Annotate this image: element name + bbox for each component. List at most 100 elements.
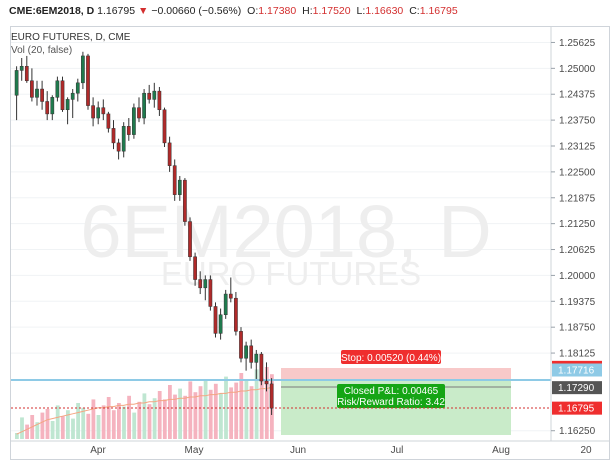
volume-bar <box>142 393 147 439</box>
candle-body <box>55 80 60 98</box>
volume-bar <box>208 389 213 439</box>
volume-bar <box>168 385 172 439</box>
candle-body <box>264 380 269 385</box>
candle-body <box>111 128 116 144</box>
chart-panel[interactable]: 6EM2018, D EURO FUTURES Stop: 0.00520 (0… <box>10 26 610 460</box>
volume-bar <box>66 410 70 439</box>
volume-bar <box>60 416 65 439</box>
symbol-name[interactable]: CME:6EM2018, D <box>9 5 95 17</box>
time-axis-label: Jul <box>391 445 404 456</box>
volume-bar <box>35 422 40 439</box>
high-value: 1.17520 <box>312 5 351 17</box>
candle-body <box>60 80 65 111</box>
candlestick-series[interactable] <box>14 51 274 415</box>
stop-label-box[interactable] <box>341 350 441 364</box>
candle-body <box>101 107 106 115</box>
candle-body <box>96 107 101 119</box>
volume-bar <box>86 413 91 439</box>
candle-body <box>157 90 162 111</box>
open-label: O: <box>247 5 259 17</box>
time-axis-label: Aug <box>492 445 510 456</box>
volume-bar <box>249 386 254 439</box>
stop-zone[interactable] <box>281 368 511 380</box>
series-legend-title[interactable]: EURO FUTURES, D, CME <box>11 32 131 43</box>
candle-body <box>19 66 24 71</box>
candle-body <box>142 92 146 119</box>
high-label: H: <box>302 5 313 17</box>
volume-bar <box>76 403 80 439</box>
volume-bar <box>137 401 142 439</box>
time-axis[interactable]: Apr May Jun Jul Aug 20 <box>90 445 592 456</box>
time-axis-label: 20 <box>580 445 592 456</box>
price-tick-label: 1.20625 <box>559 245 596 256</box>
price-marker-label: 1.16795 <box>558 404 595 415</box>
volume-ma-line <box>16 386 272 435</box>
candle-body <box>65 99 70 111</box>
volume-bar <box>259 377 264 439</box>
candle-body <box>132 107 136 135</box>
candle-body <box>183 179 187 222</box>
volume-bar <box>81 407 86 439</box>
volume-bar <box>188 381 193 439</box>
price-tick-label: 1.21250 <box>559 219 596 230</box>
volume-bar <box>127 395 131 439</box>
volume-bar <box>183 395 188 439</box>
candle-body <box>177 179 182 195</box>
candle-body <box>121 126 126 152</box>
volume-bar <box>157 391 162 439</box>
stop-label: Stop: 0.00520 (0.44%) <box>341 353 441 364</box>
low-value: 1.16630 <box>365 5 404 17</box>
candle-body <box>203 279 208 289</box>
volume-bar <box>224 376 228 439</box>
close-label: C: <box>409 5 420 17</box>
last-price: 1.16795 <box>97 5 136 17</box>
close-value: 1.16795 <box>419 5 458 17</box>
pnl-label: Closed P&L: 0.00465 <box>344 386 439 397</box>
volume-bar <box>234 382 239 439</box>
price-tick-label: 1.23125 <box>559 141 596 152</box>
volume-bar <box>106 397 111 439</box>
volume-bar <box>152 398 157 439</box>
price-chart[interactable]: 6EM2018, D EURO FUTURES Stop: 0.00520 (0… <box>11 27 609 459</box>
pnl-label-box[interactable] <box>337 384 445 408</box>
price-tick-label: 1.25625 <box>559 38 596 49</box>
volume-bar <box>239 373 244 439</box>
volume-bar <box>40 412 45 439</box>
volume-bar <box>147 404 152 439</box>
candle-body <box>152 90 157 100</box>
volume-bar <box>111 410 116 439</box>
volume-bar <box>101 405 106 439</box>
price-marker-label: 1.17716 <box>558 366 595 377</box>
volume-bar <box>15 433 19 439</box>
price-tick-label: 1.18125 <box>559 349 596 360</box>
price-tick-label: 1.16250 <box>559 426 596 437</box>
down-arrow-icon: ▼ <box>138 5 149 17</box>
volume-histogram <box>15 367 274 439</box>
volume-bar <box>178 388 182 439</box>
candle-body <box>193 256 197 280</box>
candle-body <box>208 279 213 307</box>
candle-body <box>269 383 274 409</box>
time-axis-label: Apr <box>90 445 106 456</box>
volume-bar <box>96 415 101 439</box>
candle-body <box>228 293 233 299</box>
price-axis[interactable]: 1.25625 1.25000 1.24375 1.23750 1.23125 1.225… <box>550 27 602 441</box>
long-position-tool[interactable]: Stop: 0.00520 (0.44%) Closed P&L: 0.0046… <box>281 350 511 435</box>
volume-bar <box>244 380 249 439</box>
candle-body <box>244 345 248 359</box>
volume-legend[interactable]: Vol (20, false) <box>11 45 73 56</box>
candle-body <box>259 353 264 382</box>
price-marker-label: 1.17290 <box>558 383 595 394</box>
price-tick-label: 1.22500 <box>559 167 596 178</box>
candle-body <box>106 113 111 129</box>
candle-body <box>167 142 172 166</box>
price-tick-label: 1.19375 <box>559 297 596 308</box>
candle-body <box>223 293 228 316</box>
price-marker-box <box>552 401 602 415</box>
candle-body <box>86 55 90 106</box>
volume-bar <box>193 392 198 439</box>
candle-body <box>50 97 55 115</box>
candle-body <box>172 165 177 195</box>
candle-body <box>70 92 75 100</box>
volume-bar <box>91 399 96 439</box>
